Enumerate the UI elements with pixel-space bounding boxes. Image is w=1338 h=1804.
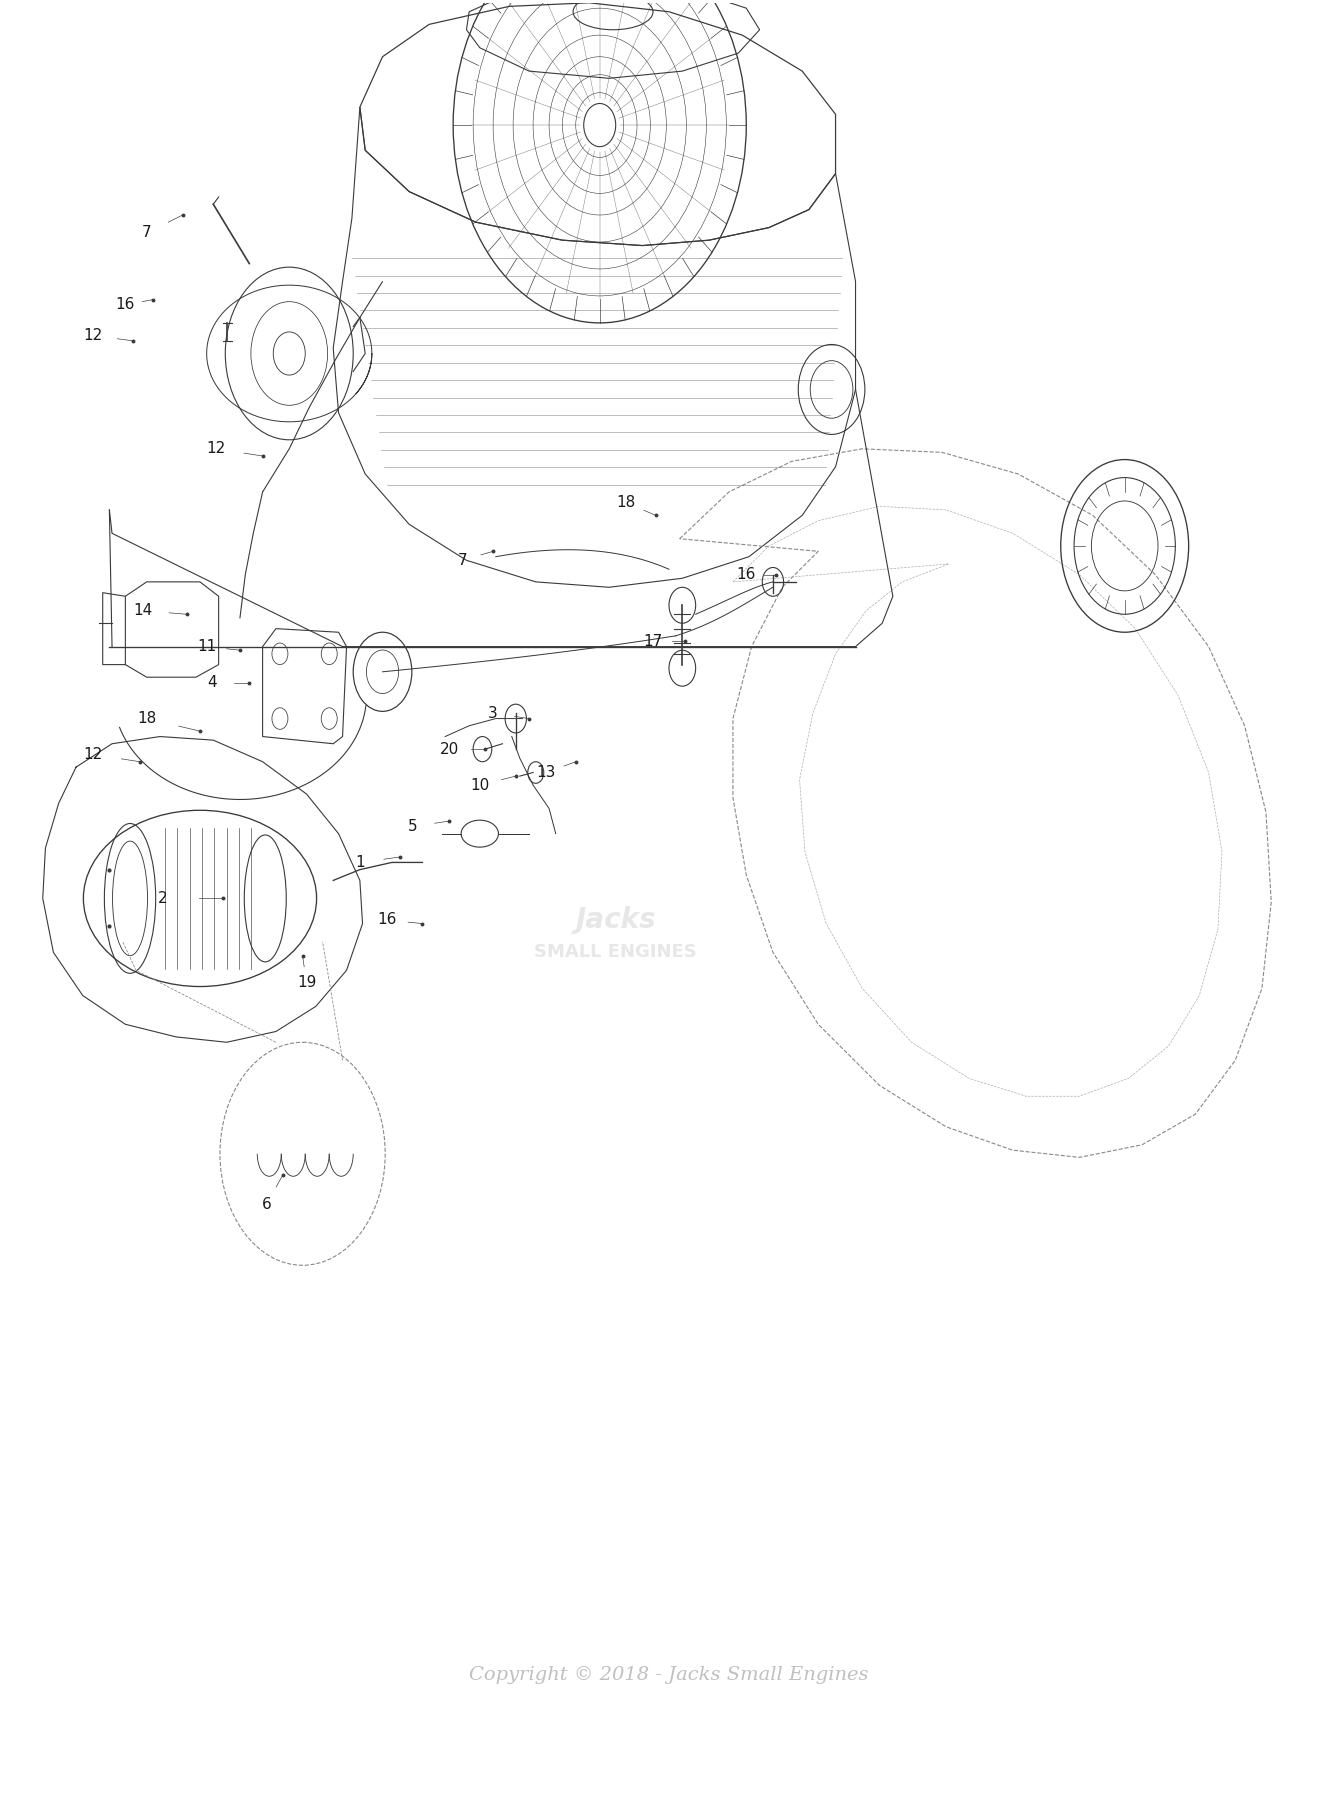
Text: 10: 10 bbox=[470, 778, 490, 792]
Text: 16: 16 bbox=[737, 566, 756, 583]
Text: 4: 4 bbox=[207, 675, 217, 691]
Text: Copyright © 2018 - Jacks Small Engines: Copyright © 2018 - Jacks Small Engines bbox=[470, 1667, 868, 1685]
Text: Jacks: Jacks bbox=[575, 906, 656, 934]
Text: 3: 3 bbox=[488, 705, 498, 720]
Text: 20: 20 bbox=[439, 741, 459, 756]
Text: 18: 18 bbox=[617, 496, 636, 511]
Text: 7: 7 bbox=[458, 552, 467, 568]
Text: 12: 12 bbox=[206, 442, 226, 456]
Text: 17: 17 bbox=[644, 633, 662, 649]
Text: 7: 7 bbox=[142, 226, 151, 240]
Text: 16: 16 bbox=[115, 298, 135, 312]
Text: 11: 11 bbox=[197, 639, 217, 655]
Text: 16: 16 bbox=[377, 913, 396, 927]
Text: 19: 19 bbox=[297, 976, 316, 990]
Text: SMALL ENGINES: SMALL ENGINES bbox=[534, 943, 697, 962]
Text: 2: 2 bbox=[158, 891, 167, 906]
Text: 13: 13 bbox=[537, 765, 557, 779]
Text: 5: 5 bbox=[408, 819, 417, 833]
Text: 12: 12 bbox=[84, 328, 103, 343]
Text: 1: 1 bbox=[355, 855, 365, 870]
Text: 14: 14 bbox=[132, 603, 153, 619]
Text: 18: 18 bbox=[136, 711, 157, 725]
Text: 12: 12 bbox=[84, 747, 103, 761]
Text: 6: 6 bbox=[262, 1196, 272, 1212]
